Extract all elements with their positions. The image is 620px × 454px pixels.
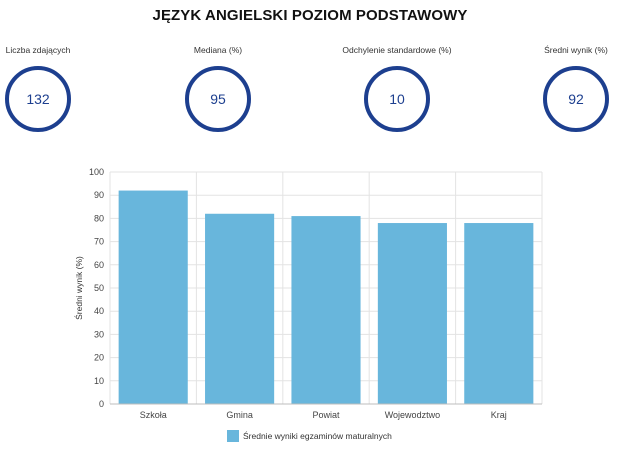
stat-label: Odchylenie standardowe (%) — [342, 45, 452, 55]
bar — [291, 216, 361, 404]
stat-label: Średni wynik (%) — [544, 45, 608, 55]
chart-legend: Średnie wyniki egzaminów maturalnych — [227, 430, 392, 442]
y-tick-label: 70 — [94, 237, 104, 247]
y-tick-label: 0 — [99, 399, 104, 409]
y-tick-label: 10 — [94, 376, 104, 386]
legend-label: Średnie wyniki egzaminów maturalnych — [243, 431, 392, 441]
stat-value: 95 — [210, 91, 226, 107]
bar — [464, 223, 534, 404]
stat-ring: 10 — [364, 66, 430, 132]
stat-mean: Średni wynik (%) 92 — [511, 44, 620, 132]
x-tick-label: Gmina — [226, 410, 253, 420]
stat-ring: 132 — [5, 66, 71, 132]
stat-ring: 92 — [543, 66, 609, 132]
x-tick-label: Szkoła — [140, 410, 167, 420]
stat-std-dev: Odchylenie standardowe (%) 10 — [332, 44, 462, 132]
stat-value: 10 — [389, 91, 405, 107]
y-tick-label: 60 — [94, 260, 104, 270]
stat-value: 132 — [26, 91, 50, 107]
x-tick-label: Kraj — [491, 410, 507, 420]
y-tick-label: 20 — [94, 353, 104, 363]
stat-label: Mediana (%) — [193, 45, 243, 55]
x-tick-label: Powiat — [312, 410, 340, 420]
stat-label: Liczba zdających — [5, 45, 71, 55]
stat-median: Mediana (%) 95 — [153, 44, 283, 132]
y-tick-label: 40 — [94, 306, 104, 316]
legend-swatch — [227, 430, 239, 442]
x-tick-label: Wojewodztwo — [385, 410, 440, 420]
y-tick-label: 80 — [94, 213, 104, 223]
stat-count: Liczba zdających 132 — [0, 44, 103, 132]
bar — [118, 190, 188, 404]
page-title: JĘZYK ANGIELSKI POZIOM PODSTAWOWY — [152, 7, 468, 24]
y-tick-label: 90 — [94, 190, 104, 200]
bar — [377, 223, 447, 404]
y-tick-label: 50 — [94, 283, 104, 293]
y-tick-label: 30 — [94, 329, 104, 339]
stat-value: 92 — [568, 91, 584, 107]
bar — [205, 213, 275, 404]
stat-ring: 95 — [185, 66, 251, 132]
y-axis-title: Średni wynik (%) — [73, 256, 84, 320]
y-tick-label: 100 — [89, 167, 104, 177]
